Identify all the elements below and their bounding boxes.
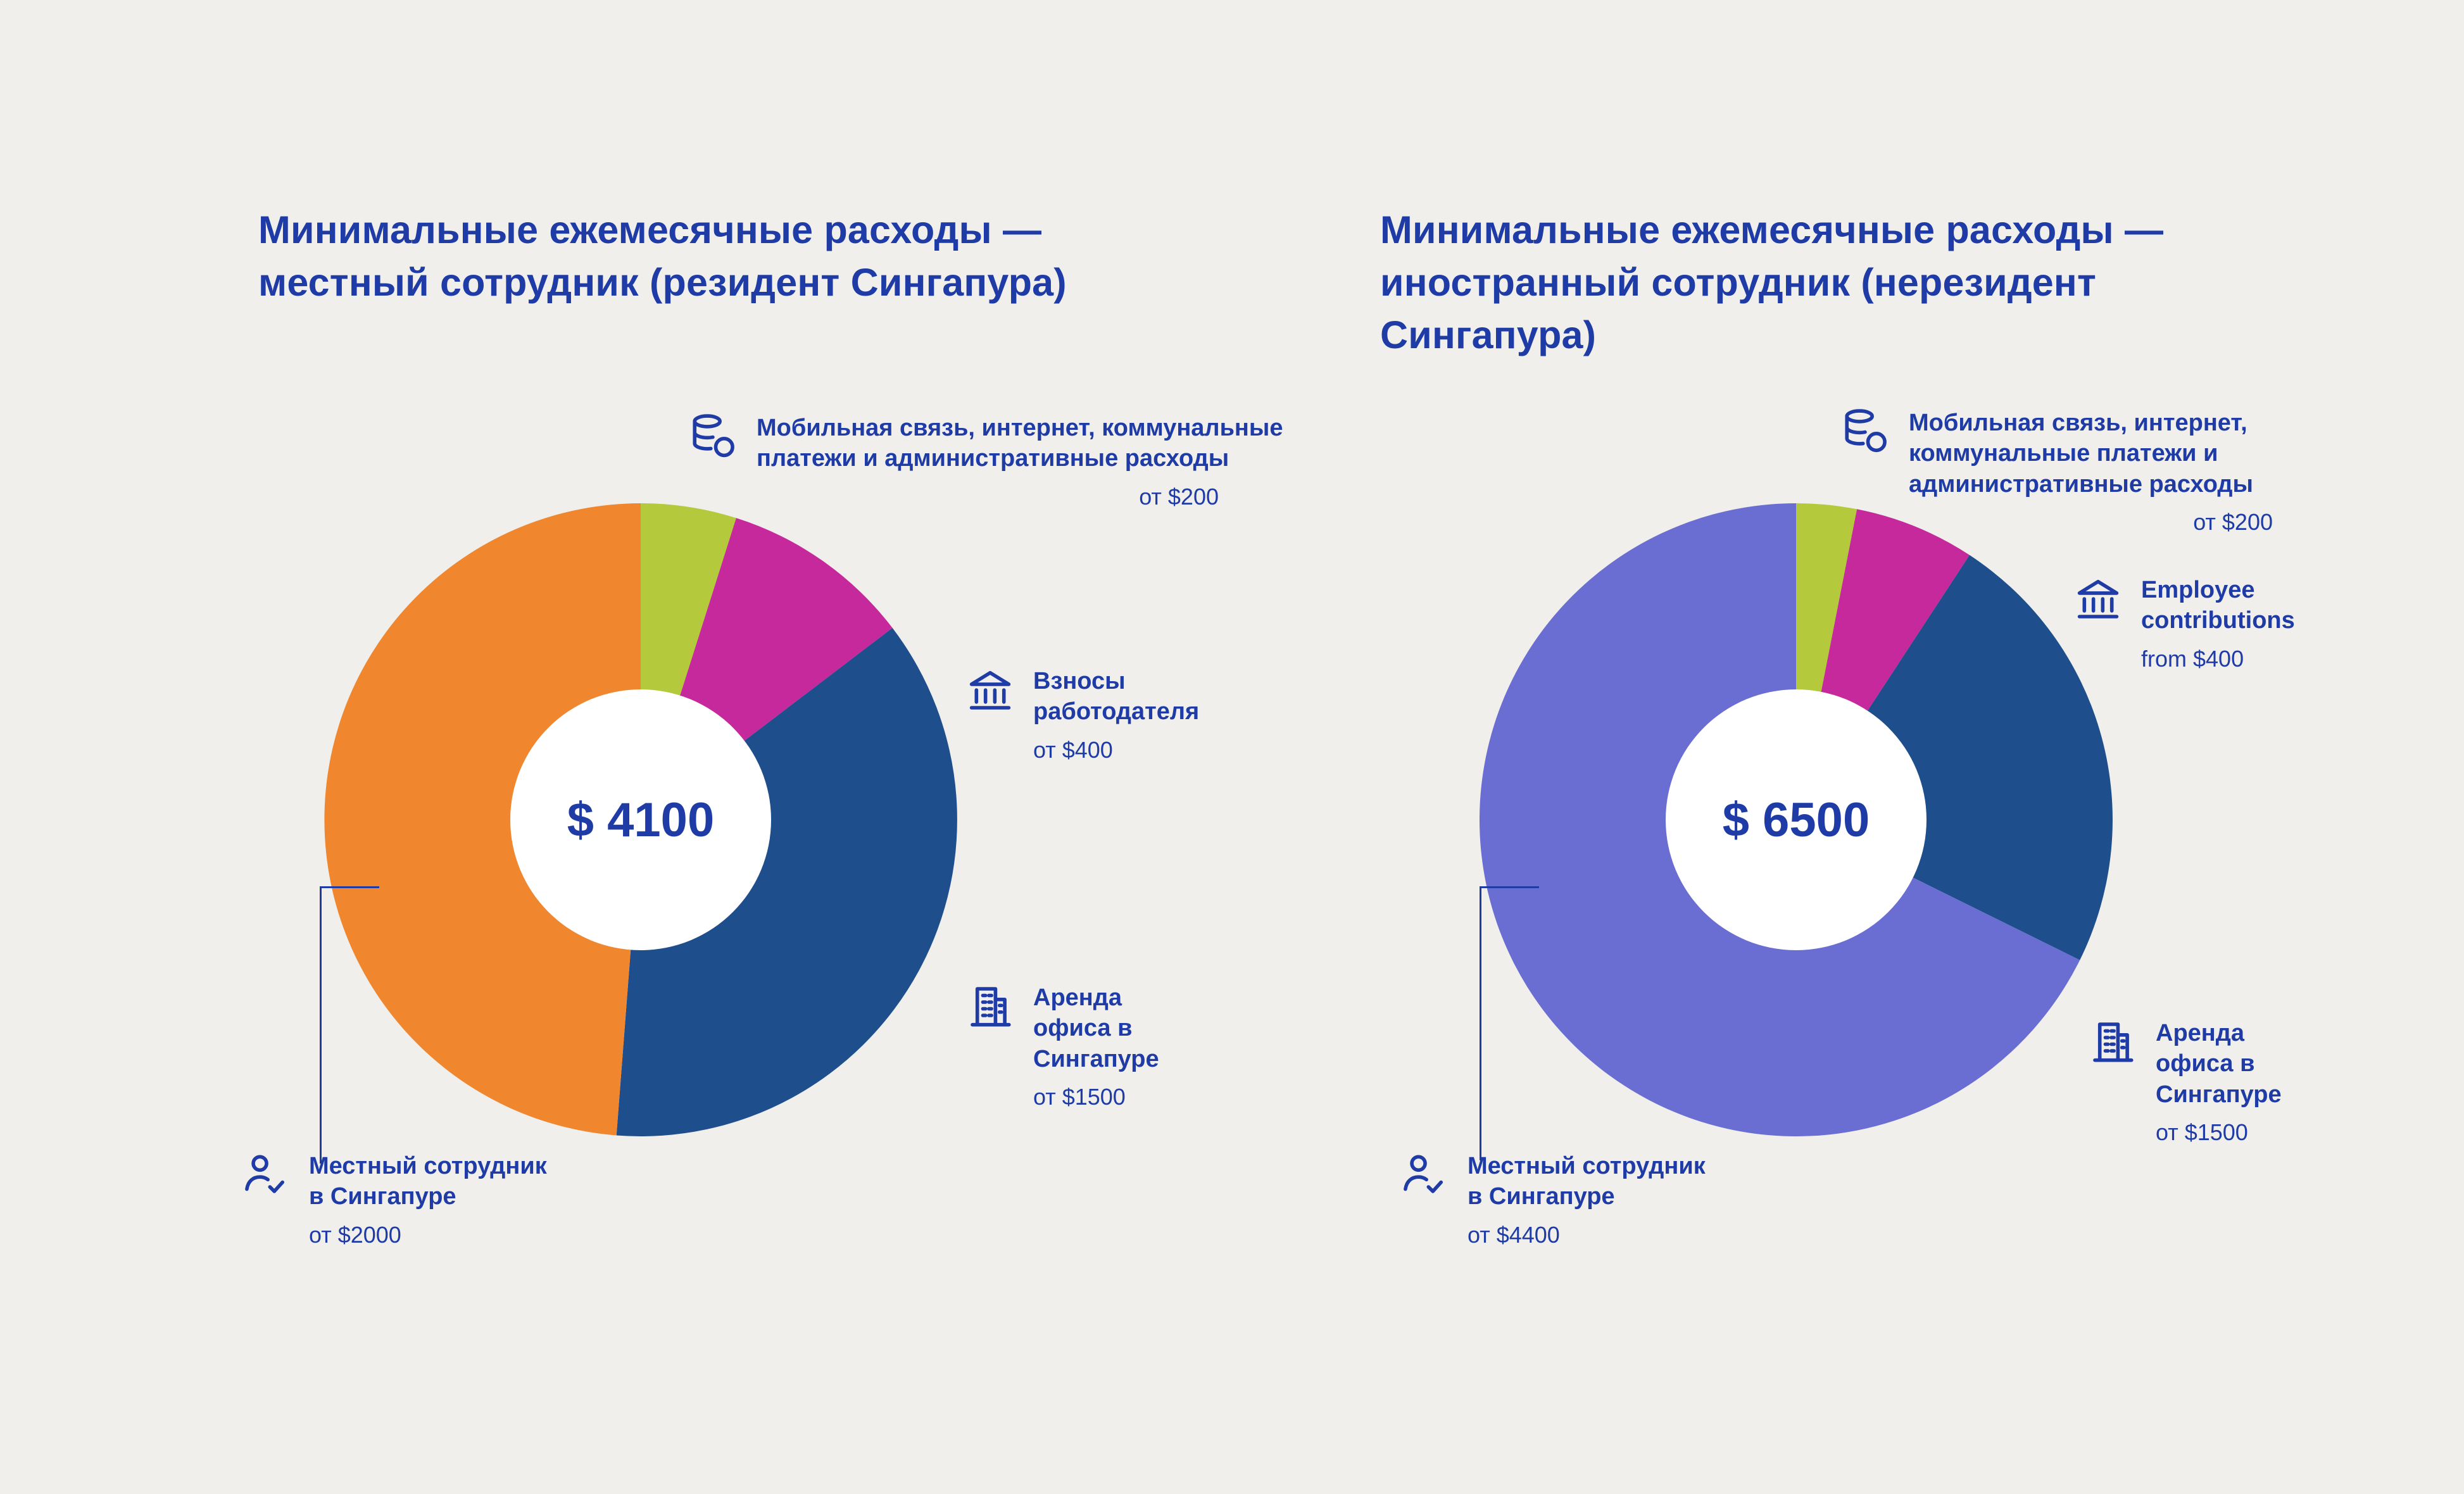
office-building-icon — [964, 980, 1017, 1033]
legend-item-utilities: Мобильная связь, интернет, коммунальные … — [1839, 408, 2273, 536]
donut-total-label: $ 6500 — [1722, 793, 1870, 847]
donut-total-label: $ 4100 — [567, 793, 715, 847]
legend-item-contributions: Взносы работодателя от $400 — [964, 666, 1229, 763]
legend-amount: от $2000 — [309, 1221, 401, 1248]
leader-line — [320, 886, 379, 888]
legend-item-employee: Местный сотрудник в Сингапуре от $2000 — [239, 1151, 550, 1248]
donut-hole — [1666, 689, 1927, 950]
chart-title-nonresident: Минимальные ежемесячные расходы — иностр… — [1380, 208, 2164, 356]
office-building-icon — [2086, 1015, 2139, 1069]
legend-amount: from $400 — [2141, 645, 2244, 672]
legend-label: Взносы работодателя — [1033, 668, 1200, 725]
donut-segment — [324, 503, 641, 1136]
legend-item-office: Аренда офиса в Сингапуре от $1500 — [2086, 1018, 2327, 1146]
donut-svg — [324, 503, 957, 1136]
donut-segment — [616, 627, 957, 1136]
bank-icon — [964, 663, 1017, 717]
donut-svg — [1480, 503, 2113, 1136]
coins-icon — [687, 410, 740, 463]
legend-label: Аренда офиса в Сингапуре — [2156, 1020, 2282, 1108]
legend-item-contributions: Employee contributions from $400 — [2071, 575, 2318, 672]
person-check-icon — [239, 1148, 292, 1202]
legend-label: Мобильная связь, интернет, коммунальные … — [757, 415, 1283, 472]
leader-line — [320, 886, 322, 1164]
legend-amount: от $1500 — [1033, 1083, 1126, 1110]
leader-line — [1480, 886, 1481, 1160]
legend-item-utilities: Мобильная связь, интернет, коммунальные … — [687, 413, 1314, 510]
legend-item-office: Аренда офиса в Сингапуре от $1500 — [964, 982, 1204, 1110]
legend-amount: от $200 — [1139, 483, 1219, 510]
legend-label: Аренда офиса в Сингапуре — [1033, 984, 1159, 1072]
bank-icon — [2071, 572, 2125, 625]
legend-item-employee: Местный сотрудник в Сингапуре от $4400 — [1398, 1151, 1721, 1248]
legend-amount: от $4400 — [1468, 1221, 1560, 1248]
donut-hole — [510, 689, 771, 950]
legend-label: Мобильная связь, интернет, коммунальные … — [1909, 410, 2254, 498]
legend-label: Employee contributions — [2141, 577, 2295, 634]
legend-label: Местный сотрудник в Сингапуре — [1468, 1153, 1706, 1210]
legend-label: Местный сотрудник в Сингапуре — [309, 1153, 547, 1210]
legend-amount: от $1500 — [2156, 1119, 2248, 1145]
legend-amount: от $400 — [1033, 736, 1113, 763]
donut-chart-resident: $ 4100 — [324, 503, 957, 1136]
donut-chart-nonresident: $ 6500 — [1480, 503, 2113, 1136]
chart-title-resident: Минимальные ежемесячные расходы — местны… — [258, 208, 1067, 304]
coins-icon — [1839, 405, 1892, 458]
person-check-icon — [1398, 1148, 1451, 1202]
leader-line — [1480, 886, 1539, 888]
legend-amount: от $200 — [2193, 508, 2273, 535]
